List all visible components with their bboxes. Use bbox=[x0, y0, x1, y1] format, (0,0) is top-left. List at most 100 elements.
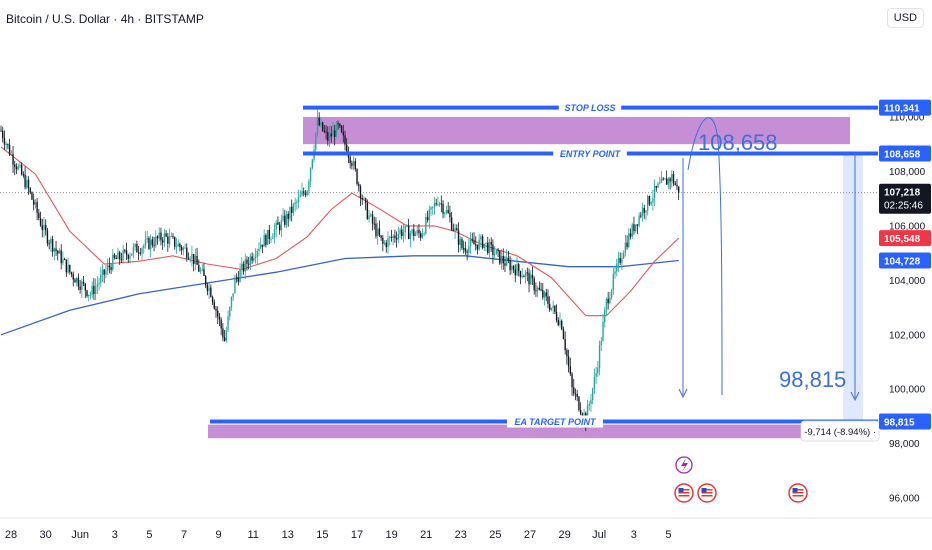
candle-body bbox=[647, 196, 649, 211]
candle-body bbox=[425, 217, 427, 234]
price-axis[interactable]: 96,000 98,000 100,000 102,000 104,000 106,000… bbox=[879, 0, 932, 518]
candle-body bbox=[241, 263, 243, 270]
candle-body bbox=[509, 261, 511, 271]
candle-body bbox=[141, 248, 143, 254]
time-axis[interactable]: 28 30 Jun 3 5 7 9 11 13 15 17 19 21 23 25 27 29 Jul 3 5 bbox=[0, 517, 932, 541]
candle-body bbox=[327, 132, 329, 141]
candle-body bbox=[483, 243, 486, 249]
currency-button[interactable]: USD bbox=[886, 8, 924, 28]
candle-body bbox=[480, 236, 482, 240]
candle-body bbox=[275, 222, 277, 230]
candle-body bbox=[540, 289, 542, 291]
candle-body bbox=[86, 290, 88, 296]
chart-title: Bitcoin / U.S. Dollar · 4h · BITSTAMP bbox=[6, 12, 204, 26]
candle-body bbox=[454, 228, 456, 231]
candle-body bbox=[167, 236, 169, 244]
candle-body bbox=[186, 247, 188, 258]
candle-body bbox=[485, 242, 487, 244]
candle-body bbox=[550, 307, 553, 310]
level-label: ENTRY POINT bbox=[560, 149, 622, 159]
candle-body bbox=[579, 409, 582, 415]
candle-body bbox=[84, 283, 86, 291]
candle-body bbox=[31, 192, 33, 200]
candle-body bbox=[380, 235, 382, 238]
us-flag-icon[interactable] bbox=[674, 483, 694, 503]
candle-body bbox=[70, 272, 73, 275]
candle-body bbox=[82, 281, 85, 284]
candle-body bbox=[43, 224, 45, 230]
moving-averages-layer bbox=[0, 146, 878, 336]
candle-body bbox=[600, 340, 602, 346]
candle-body bbox=[258, 248, 260, 251]
candle-body bbox=[629, 233, 632, 237]
time-tick-label: 11 bbox=[247, 529, 258, 541]
moving-average-slow bbox=[0, 255, 679, 336]
candle-body bbox=[328, 133, 331, 141]
candle-body bbox=[354, 161, 357, 170]
candle-body bbox=[655, 186, 658, 188]
price-tag bbox=[879, 413, 931, 430]
candle-body bbox=[347, 153, 350, 158]
candle-body bbox=[14, 164, 16, 167]
candle-body bbox=[574, 393, 577, 395]
candle-body bbox=[112, 254, 114, 270]
candle-body bbox=[127, 255, 129, 259]
candle-body bbox=[676, 184, 678, 187]
candle-body bbox=[131, 253, 133, 256]
candles-layer bbox=[0, 109, 680, 432]
candle-body bbox=[516, 264, 518, 276]
candle-body bbox=[462, 248, 465, 250]
candle-body bbox=[418, 229, 420, 234]
price-tag-label: 108,658 bbox=[884, 149, 921, 160]
candle-body bbox=[583, 413, 585, 418]
candle-body bbox=[253, 258, 255, 261]
candle-body bbox=[5, 144, 7, 146]
candle-body bbox=[294, 202, 296, 205]
candle-body bbox=[447, 210, 449, 214]
candle-body bbox=[172, 236, 174, 238]
candle-body bbox=[203, 269, 205, 277]
us-flag-icon[interactable] bbox=[697, 483, 717, 503]
time-tick-label: Jul bbox=[592, 529, 606, 541]
candle-body bbox=[394, 235, 396, 239]
candle-body bbox=[598, 345, 601, 368]
candle-body bbox=[523, 276, 525, 278]
time-tick-label: 5 bbox=[146, 529, 152, 541]
price-tag-label: 107,218 bbox=[884, 188, 921, 199]
us-flag-icon[interactable] bbox=[788, 483, 808, 503]
candle-body bbox=[578, 396, 580, 410]
candle-body bbox=[34, 201, 37, 205]
candle-body bbox=[576, 393, 578, 397]
time-tick-label: 7 bbox=[181, 529, 187, 541]
candle-body bbox=[636, 224, 639, 226]
time-tick-label: 30 bbox=[39, 529, 51, 541]
candle-body bbox=[438, 203, 441, 205]
time-tick-label: 15 bbox=[316, 529, 328, 541]
time-tick-label: 23 bbox=[455, 529, 467, 541]
candle-body bbox=[153, 244, 155, 246]
candle-body bbox=[569, 366, 572, 374]
candle-body bbox=[368, 215, 370, 219]
candle-body bbox=[449, 213, 451, 218]
candle-body bbox=[605, 298, 608, 310]
candle-body bbox=[120, 259, 123, 261]
candle-body bbox=[337, 123, 339, 125]
candle-body bbox=[662, 178, 664, 180]
price-tick-label: 106,000 bbox=[889, 221, 926, 232]
candle-body bbox=[543, 292, 546, 298]
candle-body bbox=[588, 404, 590, 406]
candle-body bbox=[316, 117, 319, 134]
candle-body bbox=[505, 257, 508, 266]
candle-body bbox=[168, 236, 171, 244]
candle-body bbox=[237, 277, 240, 282]
candle-body bbox=[175, 246, 178, 248]
candle-body bbox=[184, 247, 186, 249]
candle-body bbox=[222, 328, 224, 338]
candle-body bbox=[526, 272, 529, 274]
candle-body bbox=[26, 179, 28, 188]
events-layer[interactable] bbox=[674, 456, 808, 503]
candle-body bbox=[113, 254, 116, 258]
time-tick-label: 25 bbox=[489, 529, 501, 541]
candle-body bbox=[363, 198, 365, 200]
